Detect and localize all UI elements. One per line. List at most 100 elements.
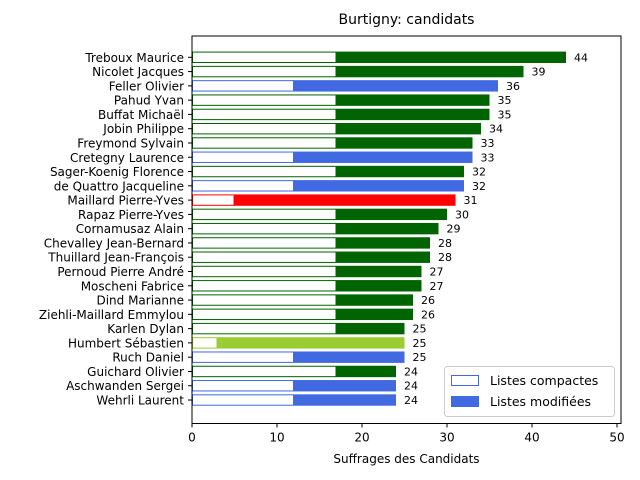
bar-compact	[192, 151, 294, 163]
bar-compact	[192, 351, 294, 363]
y-tick-label: Pahud Yvan	[114, 94, 184, 108]
bar-modified	[336, 308, 413, 321]
bar-compact	[192, 380, 294, 392]
y-tick-label: Moscheni Fabrice	[81, 279, 184, 293]
bar-modified	[217, 337, 405, 349]
y-tick-label: Freymond Sylvain	[77, 136, 184, 150]
bar-modified	[336, 280, 422, 292]
bar-compact	[192, 394, 294, 406]
value-label: 25	[413, 337, 427, 350]
value-label: 26	[421, 294, 435, 307]
x-tick-label: 20	[354, 431, 369, 445]
y-tick-label: Thuillard Jean-François	[47, 251, 184, 265]
value-label: 35	[498, 94, 512, 107]
bar-modified	[336, 65, 524, 78]
bar-compact	[192, 194, 235, 206]
value-label: 28	[438, 237, 452, 250]
value-label: 44	[574, 51, 588, 64]
value-label: 24	[404, 365, 418, 378]
x-tick-label: 0	[188, 431, 196, 445]
y-tick-label: Guichard Olivier	[87, 365, 184, 379]
bar-compact	[192, 294, 337, 306]
bar-modified	[294, 151, 473, 163]
bar-compact	[192, 94, 337, 106]
y-tick-label: Treboux Maurice	[84, 51, 184, 65]
bar-modified	[336, 237, 430, 249]
value-label: 39	[532, 66, 546, 79]
y-tick-label: Cretegny Laurence	[70, 151, 184, 165]
bar-modified	[336, 165, 464, 178]
value-label: 25	[413, 351, 427, 364]
bar-modified	[294, 394, 396, 406]
plot-frame	[191, 35, 622, 424]
bar-modified	[336, 108, 490, 121]
bar-modified	[294, 80, 498, 92]
bar-modified	[336, 294, 413, 306]
bar-compact	[192, 137, 337, 149]
y-tick-label: Rapaz Pierre-Yves	[78, 208, 184, 222]
bar-compact	[192, 308, 337, 321]
value-label: 29	[447, 223, 461, 236]
bar-compact	[192, 251, 337, 263]
value-label: 27	[430, 266, 444, 279]
bar-modified	[294, 180, 464, 192]
bar-modified	[294, 351, 405, 363]
legend-label: Listes modifiées	[490, 394, 591, 409]
legend-frame	[444, 366, 615, 417]
value-label: 27	[430, 280, 444, 293]
bar-modified	[336, 94, 490, 106]
bar-compact	[192, 265, 337, 278]
y-tick-label: Feller Olivier	[109, 79, 184, 93]
bar-modified	[336, 251, 430, 263]
bar-compact	[192, 208, 337, 221]
bar-modified	[336, 322, 405, 335]
value-label: 24	[404, 394, 418, 407]
bar-modified	[336, 265, 422, 278]
legend: Listes compactes Listes modifiées	[444, 366, 615, 417]
value-label: 31	[464, 194, 478, 207]
y-tick-label: Pernoud Pierre André	[57, 265, 184, 279]
bar-compact	[192, 123, 337, 135]
bar-compact	[192, 322, 337, 335]
legend-label: Listes compactes	[490, 373, 598, 388]
bar-modified	[336, 123, 481, 135]
x-tick-label: 50	[609, 431, 624, 445]
chart-title: Burtigny: candidats	[339, 12, 475, 28]
bar-modified	[336, 208, 447, 221]
bars-group: 4439363535343333323231302928282727262625…	[192, 51, 588, 407]
value-label: 30	[455, 208, 469, 221]
y-tick-label: Ziehli-Maillard Emmylou	[39, 308, 184, 322]
value-label: 34	[489, 123, 503, 136]
bar-compact	[192, 222, 337, 235]
y-tick-label: de Quattro Jacqueline	[54, 179, 184, 193]
y-tick-label: Ruch Daniel	[112, 351, 184, 365]
y-tick-label: Nicolet Jacques	[92, 65, 184, 79]
bar-modified	[336, 365, 396, 378]
bar-compact	[192, 108, 337, 121]
bar-modified	[294, 380, 396, 392]
bar-modified	[234, 194, 456, 206]
bar-compact	[192, 237, 337, 249]
bar-compact	[192, 80, 294, 92]
y-tick-label: Dind Marianne	[96, 294, 184, 308]
y-tick-label: Humbert Sébastien	[68, 336, 184, 350]
bar-compact	[192, 65, 337, 78]
value-label: 25	[413, 323, 427, 336]
y-tick-label: Buffat Michaël	[98, 108, 184, 122]
legend-swatch-compact	[451, 375, 479, 386]
value-label: 32	[472, 166, 486, 179]
x-tick-label: 30	[439, 431, 454, 445]
bar-modified	[336, 51, 566, 63]
y-tick-label: Cornamusaz Alain	[76, 222, 184, 236]
x-tick-label: 10	[269, 431, 284, 445]
bar-compact	[192, 165, 337, 178]
y-tick-label: Aschwanden Sergei	[66, 379, 184, 393]
value-label: 28	[438, 251, 452, 264]
value-label: 32	[472, 180, 486, 193]
bar-compact	[192, 180, 294, 192]
y-tick-label: Sager-Koenig Florence	[50, 165, 184, 179]
value-label: 36	[506, 80, 520, 93]
value-label: 24	[404, 380, 418, 393]
